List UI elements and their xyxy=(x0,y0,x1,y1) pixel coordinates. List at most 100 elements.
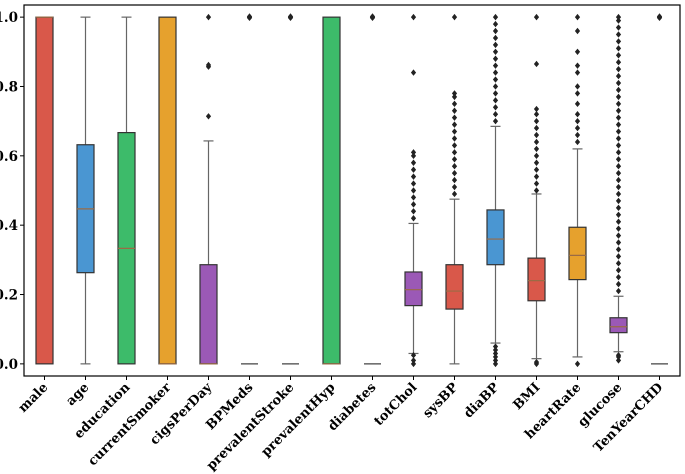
outlier-point xyxy=(451,183,458,191)
box-rect xyxy=(527,257,546,302)
box-rect xyxy=(199,264,218,365)
outlier-point xyxy=(615,114,622,121)
outlier-point xyxy=(410,201,417,208)
outlier-point xyxy=(533,152,540,160)
outlier-point xyxy=(574,111,581,118)
outlier-point xyxy=(492,69,499,76)
outlier-point xyxy=(615,72,622,80)
outlier-point xyxy=(615,17,622,24)
outlier-point xyxy=(492,76,499,83)
outlier-point xyxy=(574,360,581,368)
outlier-point xyxy=(492,62,499,69)
box-TenYearCHD xyxy=(651,13,668,365)
outlier-point xyxy=(492,97,499,104)
x-tick-label-age: age xyxy=(63,380,92,409)
outlier-point xyxy=(533,187,540,194)
outlier-point xyxy=(574,69,581,76)
outlier-point xyxy=(205,13,212,21)
outlier-point xyxy=(615,45,622,52)
plot-frame xyxy=(23,4,681,377)
outlier-point xyxy=(492,13,499,21)
outlier-point xyxy=(410,159,417,166)
outlier-point xyxy=(533,13,540,21)
outlier-point xyxy=(615,197,622,205)
y-tick-label: 0.6 xyxy=(0,149,18,165)
outlier-point xyxy=(615,351,622,359)
outlier-point xyxy=(615,183,622,191)
outlier-point xyxy=(533,173,540,180)
outlier-point xyxy=(615,169,622,177)
y-tick-label: 0.4 xyxy=(0,218,18,234)
outlier-point xyxy=(410,149,417,156)
box-heartRate xyxy=(568,13,587,368)
outlier-point xyxy=(533,358,540,366)
outlier-point xyxy=(492,20,499,28)
box-BMI xyxy=(527,13,546,368)
outlier-point xyxy=(533,124,540,132)
x-tick-label-prevalentHyp: prevalentHyp xyxy=(259,380,339,460)
outlier-point xyxy=(369,13,376,20)
box-cigsPerDay xyxy=(199,13,218,365)
box-rect xyxy=(609,317,628,334)
box-rect xyxy=(322,16,341,365)
outlier-point xyxy=(410,180,417,187)
box-prevalentHyp xyxy=(322,16,341,365)
outlier-point xyxy=(533,131,540,139)
outlier-point xyxy=(246,13,253,20)
outlier-point xyxy=(533,138,540,146)
outlier-point xyxy=(615,267,622,274)
box-rect xyxy=(445,264,464,310)
outlier-point xyxy=(410,187,417,194)
outlier-point xyxy=(451,190,458,198)
outlier-point xyxy=(451,121,458,128)
outlier-point xyxy=(615,31,622,38)
outlier-point xyxy=(410,357,417,364)
box-glucose xyxy=(609,13,628,364)
outlier-point xyxy=(287,13,294,20)
outlier-point xyxy=(492,48,499,56)
outlier-point xyxy=(574,27,581,35)
outlier-point xyxy=(533,145,540,153)
outlier-point xyxy=(451,114,458,121)
outlier-point xyxy=(533,60,540,68)
outlier-point xyxy=(451,156,458,163)
outlier-point xyxy=(492,350,499,357)
outlier-point xyxy=(615,52,622,59)
outlier-point xyxy=(615,239,622,246)
outlier-point xyxy=(615,246,622,253)
box-age xyxy=(76,16,95,365)
outlier-point xyxy=(615,357,622,364)
outlier-point xyxy=(533,166,540,173)
outlier-point xyxy=(492,90,499,97)
outlier-point xyxy=(615,225,622,232)
outlier-point xyxy=(410,194,417,201)
outlier-point xyxy=(410,351,417,359)
box-rect xyxy=(35,16,54,365)
box-education xyxy=(117,16,136,365)
outlier-point xyxy=(533,180,540,187)
outlier-point xyxy=(533,105,540,113)
x-axis: male ageeducationcurrentSmokercigsPerDayB… xyxy=(16,376,666,474)
outlier-point xyxy=(615,163,622,170)
outlier-point xyxy=(492,353,499,361)
x-tick-label-male: male xyxy=(16,380,52,416)
outlier-point xyxy=(615,135,622,142)
box-currentSmoker xyxy=(158,16,177,365)
outlier-point xyxy=(656,13,663,20)
y-tick-label: 0.2 xyxy=(0,288,18,304)
box-sysBP xyxy=(445,13,464,365)
outlier-point xyxy=(615,190,622,198)
box-diaBP xyxy=(486,13,505,368)
outlier-point xyxy=(615,13,622,21)
outlier-point xyxy=(451,135,458,142)
outlier-point xyxy=(492,360,499,368)
boxes-layer xyxy=(35,13,668,368)
outlier-point xyxy=(410,166,417,173)
box-rect xyxy=(158,16,177,365)
x-tick-label-sysBP: sysBP xyxy=(420,380,461,421)
y-tick-label: 1.0 xyxy=(0,10,18,26)
outlier-point xyxy=(615,273,622,281)
outlier-point xyxy=(615,38,622,45)
outlier-point xyxy=(410,152,417,160)
outlier-point xyxy=(410,173,417,180)
